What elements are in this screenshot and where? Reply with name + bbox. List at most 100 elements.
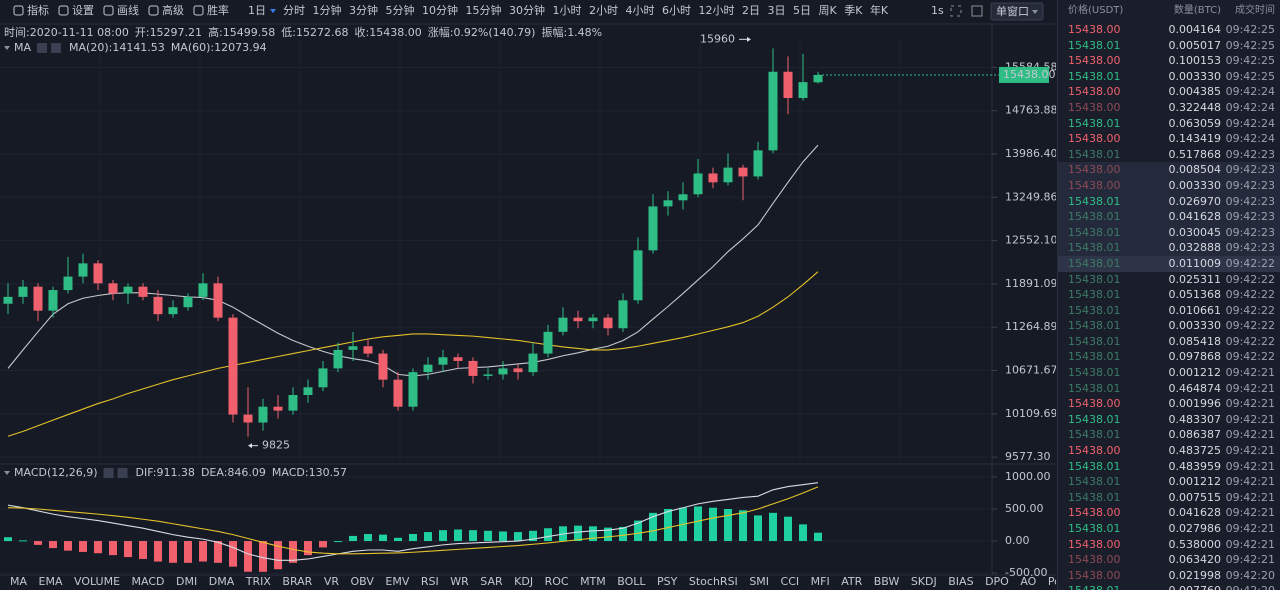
indicator-tab[interactable]: WR (450, 575, 469, 588)
tool-button[interactable]: 高级 (162, 3, 184, 17)
timeframe-button[interactable]: 5分钟 (386, 3, 415, 17)
timeframe-button[interactable]: 2日 (742, 4, 760, 17)
indicator-tab[interactable]: DMI (176, 575, 197, 588)
tool-button[interactable]: 胜率 (207, 3, 229, 17)
timeframe-button[interactable]: 周K (819, 4, 838, 17)
indicator-tab[interactable]: ATR (841, 575, 862, 588)
indicator-tab[interactable]: TRIX (245, 575, 272, 588)
legend-settings-icon[interactable] (37, 43, 48, 53)
indicator-tab[interactable]: MTM (580, 575, 606, 588)
trade-amount: 0.001212 (1168, 475, 1222, 489)
macd-line (7, 486, 819, 555)
trade-price: 15438.01 (1068, 225, 1121, 239)
fullscreen-icon[interactable] (950, 5, 962, 17)
info-value: 15499.58 (223, 26, 276, 39)
indicator-tab[interactable]: BIAS (948, 575, 973, 588)
legend-close-icon[interactable] (51, 43, 62, 53)
indicator-tab[interactable]: VOLUME (74, 575, 120, 588)
indicator-tab[interactable]: BBW (874, 575, 900, 588)
dropdown-caret (1032, 10, 1038, 14)
trade-amount: 0.483725 (1168, 444, 1222, 458)
trade-amount: 0.041628 (1168, 210, 1222, 224)
refresh-interval[interactable]: 1s (931, 4, 944, 17)
legend-settings-icon[interactable] (103, 468, 114, 478)
trade-price: 15438.00 (1068, 568, 1121, 582)
indicator-tab[interactable]: MA (10, 575, 27, 588)
indicator-tab[interactable]: RSI (421, 575, 439, 588)
trade-time: 09:42:23 (1225, 210, 1275, 224)
trade-time: 09:42:21 (1225, 444, 1275, 458)
indicator-tab[interactable]: SKDJ (911, 575, 937, 588)
macd-bar (409, 533, 417, 542)
indicator-tab[interactable]: BRAR (282, 575, 312, 588)
trade-amount: 0.027986 (1168, 522, 1222, 535)
indicator-tab[interactable]: EMA (39, 575, 63, 588)
macd-bar (544, 528, 552, 542)
trade-row: 15438.00 0.100153 09:42:25 (1058, 53, 1280, 69)
y-tick-label: -500.00 (1005, 566, 1047, 579)
indicator-tab[interactable]: EMV (385, 575, 409, 588)
indicator-tab[interactable]: Position (1048, 575, 1056, 588)
indicator-tab[interactable]: BOLL (617, 575, 646, 588)
trade-row: 15438.01 0.010661 09:42:22 (1058, 303, 1280, 319)
macd-bar (349, 535, 357, 542)
trade-time: 09:42:21 (1225, 475, 1275, 489)
candle-body (78, 263, 88, 277)
indicator-tab[interactable]: VR (324, 575, 340, 588)
screenshot-icon[interactable] (971, 5, 983, 17)
trade-row: 15438.01 0.085418 09:42:22 (1058, 334, 1280, 350)
candle-body (528, 353, 538, 373)
timeframe-button[interactable]: 年K (870, 3, 889, 17)
indicator-tab[interactable]: ROC (545, 575, 569, 588)
indicator-tab[interactable]: CCI (781, 575, 800, 588)
tool-button[interactable]: 设置 (72, 4, 94, 17)
timeframe-button[interactable]: 2小时 (589, 4, 618, 17)
indicator-tab[interactable]: KDJ (514, 575, 533, 588)
trade-row: 15438.00 0.004385 09:42:24 (1058, 84, 1280, 100)
timeframe-button[interactable]: 6小时 (662, 4, 691, 17)
trade-row: 15438.00 0.063420 09:42:21 (1058, 552, 1280, 568)
timeframe-button[interactable]: 3分钟 (349, 3, 378, 17)
timeframe-button[interactable]: 3日 (768, 4, 786, 17)
indicator-tab[interactable]: DPO (985, 575, 1009, 588)
window-mode[interactable]: 单窗口 (996, 4, 1029, 18)
indicator-tab[interactable]: DMA (209, 575, 235, 588)
trade-price: 15438.01 (1068, 334, 1121, 348)
indicator-tab[interactable]: AO (1020, 575, 1036, 588)
macd-bar (814, 532, 822, 542)
timeframe-button[interactable]: 30分钟 (509, 3, 545, 17)
indicator-tab[interactable]: OBV (351, 575, 375, 588)
indicator-tab[interactable]: SMI (749, 575, 769, 588)
timeframe-button[interactable]: 分时 (283, 4, 305, 17)
tool-icon (58, 5, 69, 16)
indicator-tab[interactable]: MFI (811, 575, 830, 588)
timeframe-button[interactable]: 1小时 (553, 4, 582, 17)
indicator-tab[interactable]: SAR (480, 575, 503, 588)
macd-bar (484, 530, 492, 542)
trade-row: 15438.00 0.483725 09:42:21 (1058, 443, 1280, 459)
macd-bar (124, 541, 132, 558)
candle-body (153, 296, 163, 315)
indicator-tab[interactable]: MACD (132, 575, 165, 588)
tool-button[interactable]: 画线 (117, 3, 139, 17)
timeframe-button[interactable]: 4小时 (626, 4, 655, 17)
macd-bar (214, 541, 222, 563)
window-mode-box[interactable] (990, 2, 1044, 21)
trade-amount: 0.322448 (1168, 100, 1222, 114)
timeframe-button[interactable]: 15分钟 (466, 3, 502, 17)
timeframe-button[interactable]: 1分钟 (313, 3, 342, 17)
timeframe-button[interactable]: 12小时 (699, 4, 735, 17)
legend-close-icon[interactable] (117, 468, 128, 478)
timeframe-button[interactable]: 5日 (793, 4, 811, 17)
tool-button[interactable]: 指标 (27, 3, 49, 17)
candle-body (498, 368, 508, 375)
macd-bar (154, 541, 162, 562)
trade-amount: 0.041628 (1168, 506, 1222, 520)
trade-time: 09:42:20 (1226, 583, 1275, 590)
macd-bar (694, 506, 702, 542)
timeframe-button[interactable]: 季K (844, 4, 863, 17)
active-timeframe[interactable]: 1日 (248, 4, 266, 17)
indicator-tab[interactable]: PSY (657, 575, 678, 588)
timeframe-button[interactable]: 10分钟 (422, 3, 458, 17)
indicator-tab[interactable]: StochRSI (689, 575, 738, 588)
